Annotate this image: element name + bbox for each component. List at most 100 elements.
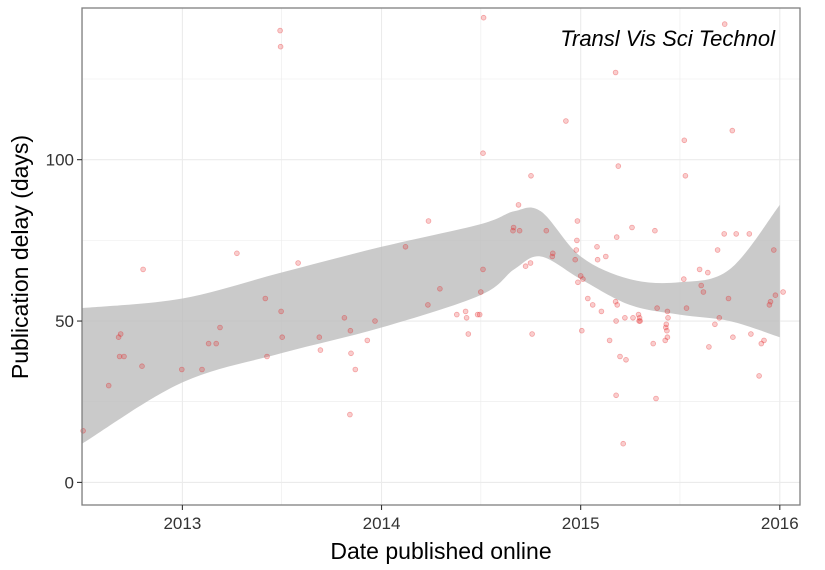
data-point (347, 327, 354, 334)
data-point (662, 324, 669, 331)
data-point (700, 289, 707, 295)
data-point (623, 356, 629, 363)
data-point (279, 334, 286, 341)
data-point (480, 150, 486, 157)
y-axis-ticks: 0 50 100 (46, 151, 82, 492)
data-point (510, 224, 517, 231)
data-point (476, 311, 483, 318)
data-point (573, 247, 580, 253)
data-point (121, 353, 127, 360)
data-point (217, 324, 223, 331)
data-point (278, 308, 284, 315)
smooth-ribbon (82, 204, 780, 444)
data-point (510, 227, 516, 234)
data-point (594, 244, 600, 250)
data-point (234, 250, 240, 257)
y-axis-title: Publication delay (days) (7, 135, 33, 379)
panel-border (81, 7, 801, 506)
data-point (578, 327, 585, 334)
data-point (205, 340, 212, 347)
confidence-band (82, 204, 780, 444)
data-point (352, 366, 359, 373)
data-point (636, 314, 643, 321)
data-point (425, 218, 432, 224)
data-point (589, 302, 596, 308)
data-point (574, 237, 580, 244)
data-point (316, 334, 323, 341)
data-point (575, 279, 581, 286)
data-point (758, 340, 765, 347)
data-point (704, 269, 711, 276)
data-point (683, 305, 690, 311)
data-point (115, 334, 122, 341)
data-point (712, 321, 718, 328)
data-point (772, 292, 779, 299)
data-point (664, 308, 671, 315)
data-point (348, 350, 354, 357)
data-point (630, 314, 636, 321)
data-point (622, 314, 628, 321)
data-point (664, 327, 670, 334)
data-point (179, 366, 185, 373)
data-point (613, 318, 619, 324)
data-point (341, 314, 348, 321)
data-point (650, 340, 656, 347)
data-point (527, 260, 534, 266)
data-point (746, 231, 753, 237)
data-point (721, 231, 727, 237)
y-tick-label: 0 (65, 473, 74, 492)
x-axis-title: Date published online (330, 538, 551, 564)
data-points (80, 14, 786, 447)
data-point (563, 118, 569, 124)
data-point (681, 137, 688, 144)
data-point (662, 337, 668, 344)
x-tick-label: 2016 (761, 514, 799, 533)
data-point (277, 27, 283, 34)
data-point (474, 311, 481, 318)
data-point (295, 260, 301, 266)
data-point (199, 366, 205, 373)
data-point (613, 234, 620, 240)
data-point (612, 69, 619, 76)
data-point (437, 285, 443, 292)
x-tick-label: 2015 (562, 514, 600, 533)
data-point (317, 347, 324, 353)
data-point (706, 344, 712, 350)
data-point (580, 276, 586, 282)
data-point (372, 318, 378, 324)
data-point (617, 353, 623, 360)
chart-annotation: Transl Vis Sci Technol (560, 26, 776, 51)
data-point (477, 289, 484, 295)
data-point (264, 353, 270, 360)
data-point (528, 173, 534, 179)
data-point (213, 340, 220, 347)
data-point (761, 337, 767, 344)
data-point (577, 273, 584, 279)
data-point (140, 266, 146, 273)
data-point (729, 127, 736, 134)
data-point (453, 311, 460, 318)
data-point (733, 231, 739, 237)
data-point (262, 295, 269, 302)
data-point (606, 337, 613, 344)
data-point (770, 247, 777, 253)
data-point (766, 302, 773, 308)
y-tick-label: 100 (46, 151, 74, 170)
data-point (516, 227, 523, 234)
data-point (664, 334, 671, 341)
data-point (680, 276, 687, 282)
data-point (725, 295, 732, 302)
data-point (347, 411, 353, 418)
data-point (714, 247, 721, 253)
data-point (480, 266, 486, 273)
data-point (698, 282, 704, 289)
data-point (515, 202, 522, 208)
data-point (614, 302, 620, 308)
data-point (613, 392, 619, 399)
data-point (277, 43, 284, 50)
data-point (615, 163, 622, 169)
data-point (480, 14, 487, 21)
data-point (364, 337, 371, 344)
data-point (594, 256, 601, 263)
